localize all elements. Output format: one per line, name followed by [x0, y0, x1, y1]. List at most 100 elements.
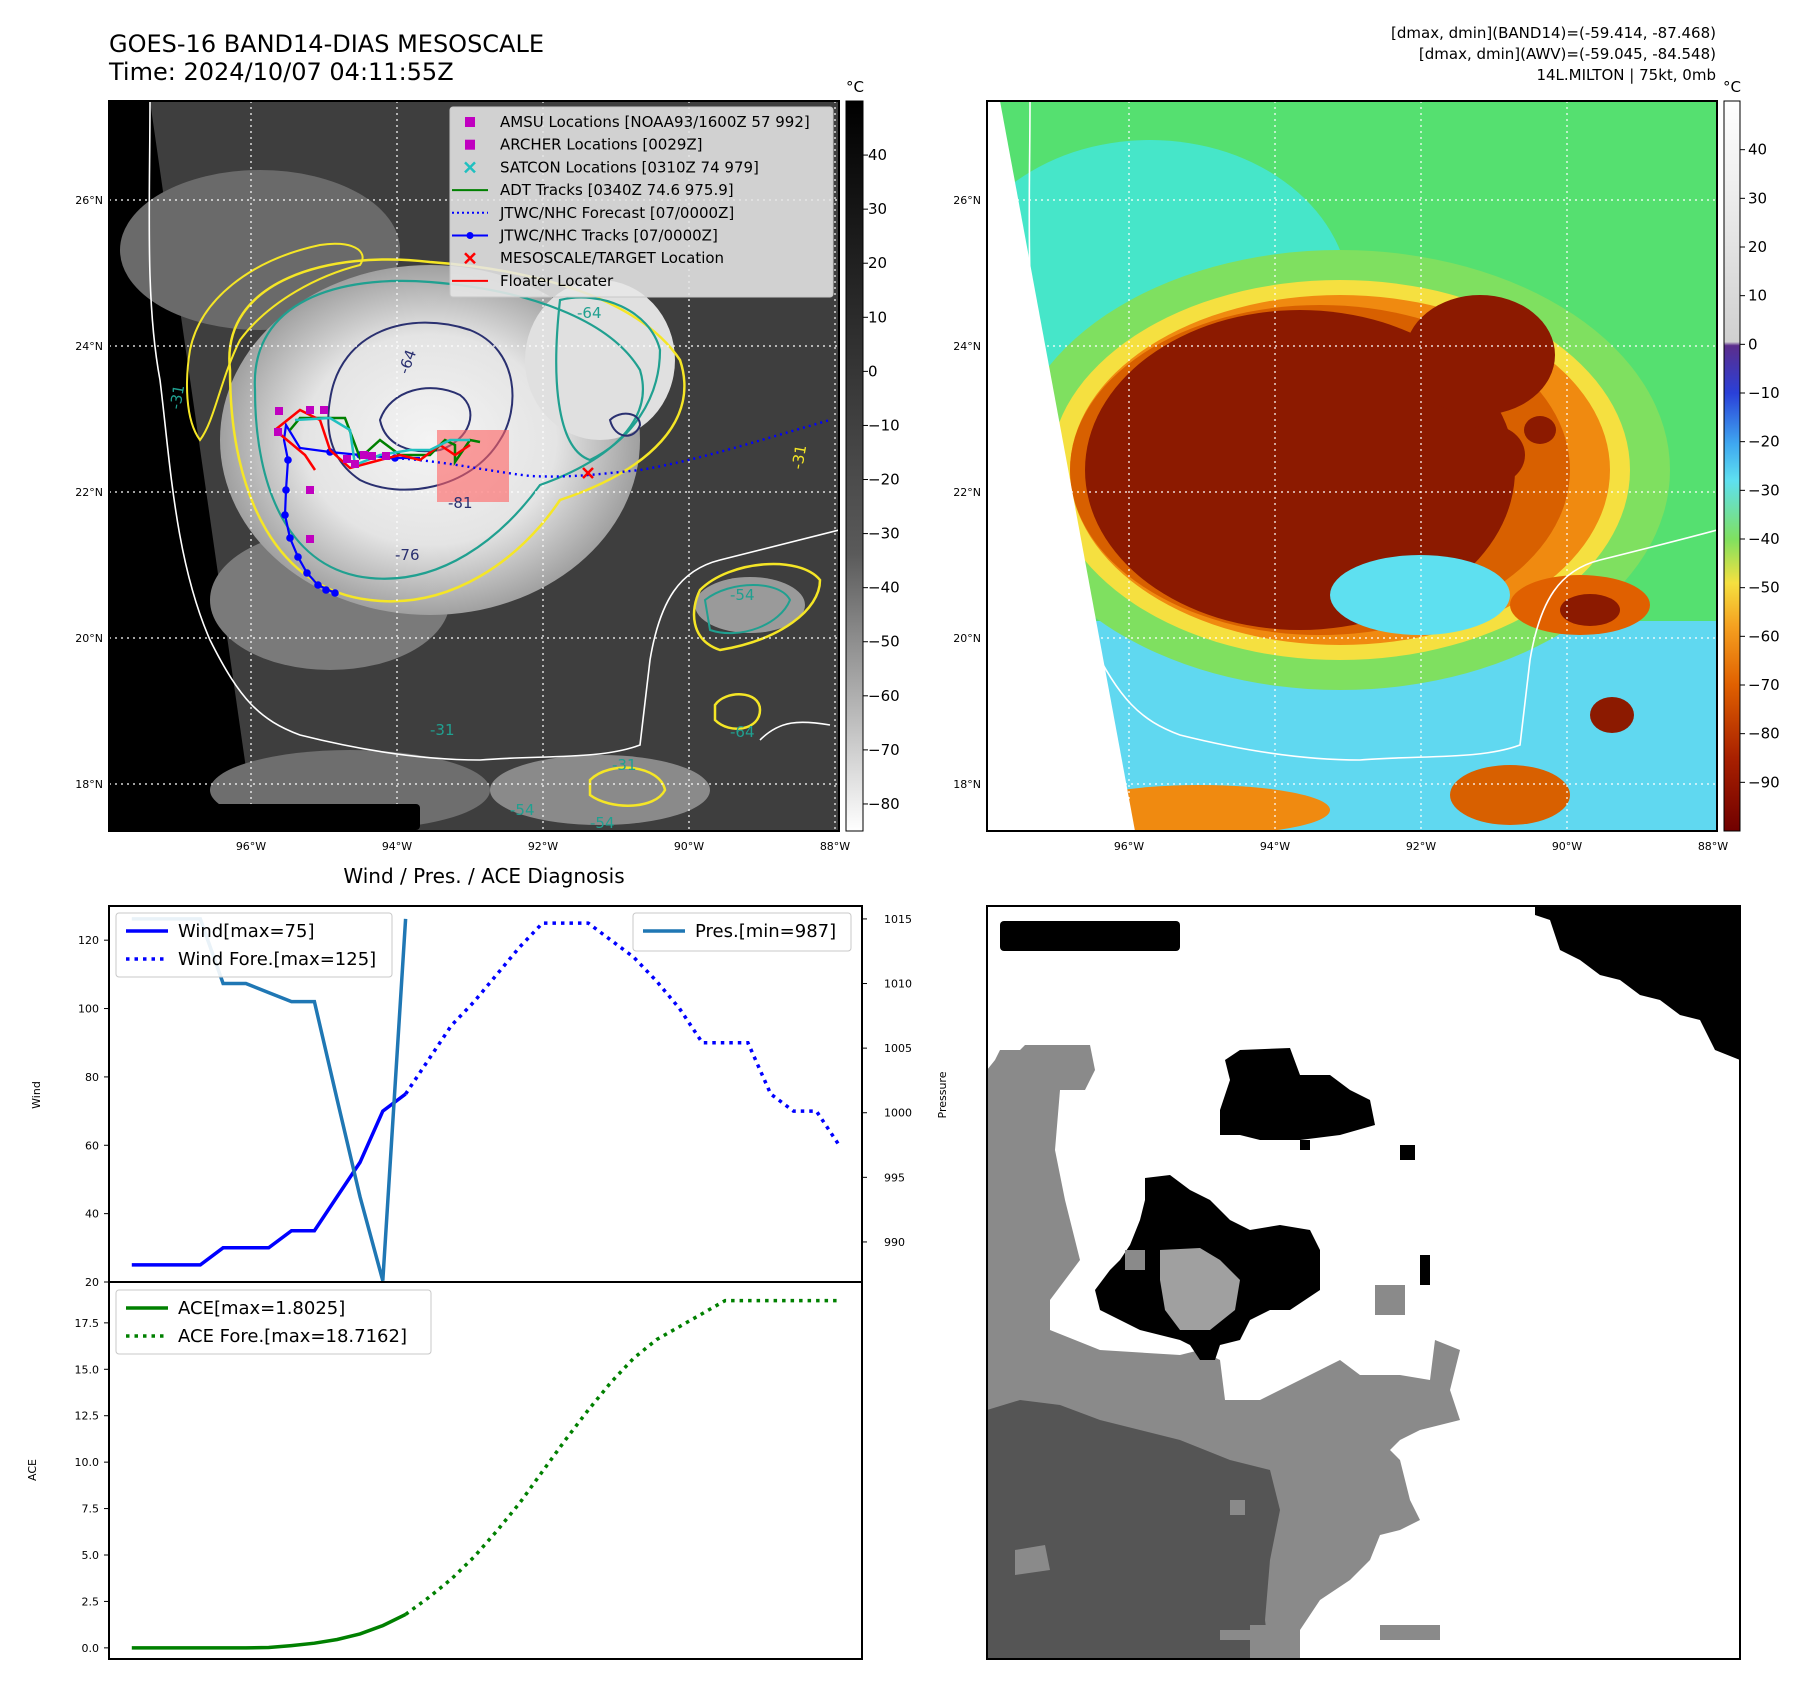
contour-label: -31 [166, 383, 188, 410]
contour-label: -64 [577, 304, 602, 322]
adt-track [289, 416, 481, 467]
amsu-markers [274, 406, 390, 543]
legend-marker [464, 252, 476, 265]
legend-label: MESOSCALE/TARGET Location [500, 249, 724, 267]
series-line [131, 1612, 407, 1650]
chart-title: Wind / Pres. / ACE Diagnosis [343, 864, 624, 888]
y-tick-label: 0.0 [82, 1642, 100, 1655]
contour-label: -81 [448, 494, 473, 512]
series-line [404, 1298, 840, 1616]
contour-label: -31 [612, 756, 637, 774]
colorbar-tick-label: −70 [1748, 676, 1780, 694]
colorbar-tick-label: −40 [1748, 530, 1780, 548]
contour-label: -31 [788, 443, 810, 470]
legend-label: Wind[max=75] [178, 921, 315, 942]
y-right-tick-label: 995 [884, 1171, 905, 1184]
legend-label: AMSU Locations [NOAA93/1600Z 57 992] [500, 113, 810, 131]
legend-label: Pres.[min=987] [695, 921, 836, 942]
lon-tick-label: 90°W [674, 840, 704, 853]
legend-label: ARCHER Locations [0029Z] [500, 136, 703, 154]
ace-chart: 0.0 2.5 5.0 7.5 10.0 12.5 15.0 17.5 ACE[max=1.80… [75, 1281, 863, 1660]
wind-axis-label: Wind [30, 1081, 43, 1109]
legend-entry: SATCON Locations [0310Z 74 979] [464, 158, 759, 176]
colorbar-tick-label: 20 [1748, 238, 1767, 256]
colorbar-tick-label: −10 [1748, 384, 1780, 402]
contour-label: -54 [590, 814, 615, 832]
contour-label: -64 [730, 723, 755, 741]
legend-entry: AMSU Locations [NOAA93/1600Z 57 992] [465, 113, 810, 131]
colorbar-tick-label: −70 [868, 741, 900, 759]
colorbar-tick-label: −60 [1748, 627, 1780, 645]
lon-tick-label: 94°W [382, 840, 412, 853]
colorbar-tick-label: 20 [868, 254, 887, 272]
gray-colorbar: °C 40 30 20 10 0 −10 −20 −30 −40 −50 −60 −70 −80 [845, 78, 900, 832]
pressure-axis-label: Pressure [936, 1071, 949, 1118]
floater-track [274, 408, 471, 470]
y-right-tick-label: 1000 [884, 1107, 912, 1120]
y-tick-label: 40 [85, 1208, 99, 1221]
title-line-1: GOES-16 BAND14-DIAS MESOSCALE [109, 30, 544, 58]
y-right-tick-label: 1005 [884, 1042, 912, 1055]
colorbar-tick-label: −20 [1748, 433, 1780, 451]
lat-tick-label: 18°N [75, 778, 103, 791]
lat-tick-label: 24°N [953, 340, 981, 353]
y-tick-label: 15.0 [75, 1363, 100, 1376]
colorbar-tick-label: 0 [1748, 335, 1758, 353]
lat-tick-label: 24°N [75, 340, 103, 353]
info-line-1: [dmax, dmin](BAND14)=(-59.414, -87.468) [1391, 24, 1716, 42]
y-right-tick-label: 990 [884, 1236, 905, 1249]
legend-label: ACE Fore.[max=18.7162] [178, 1326, 407, 1347]
y-tick-label: 60 [85, 1139, 99, 1152]
legend-entry: JTWC/NHC Forecast [07/0000Z] [452, 204, 734, 222]
svg-text:Copyright © 2020-2024 Dapiya: Copyright © 2020-2024 Dapiya [113, 809, 375, 827]
y-tick-label: 2.5 [82, 1595, 100, 1608]
lon-tick-label: 96°W [1114, 840, 1144, 853]
lon-tick-label: 92°W [528, 840, 558, 853]
colorbar-tick-label: −90 [1748, 773, 1780, 791]
colorbar-tick-label: 30 [1748, 189, 1767, 207]
chart-legend: Pres.[min=987] [632, 912, 852, 952]
colorbar-tick-label: 30 [868, 200, 887, 218]
contour-label: -54 [730, 586, 755, 604]
legend-label: Wind Fore.[max=125] [178, 949, 376, 970]
colorbar-tick-label: −60 [868, 687, 900, 705]
series-line [404, 921, 841, 1147]
legend-entry: JTWC/NHC Tracks [07/0000Z] [452, 227, 718, 245]
info-line-2: [dmax, dmin](AWV)=(-59.045, -84.548) [1419, 45, 1716, 63]
contour-label: -54 [510, 801, 535, 819]
colorbar-tick-label: 10 [868, 308, 887, 326]
plot-frame [108, 1281, 863, 1660]
colorbar-tick-label: −50 [1748, 579, 1780, 597]
colorbar-tick-label: −10 [868, 416, 900, 434]
wmg-count-badge: WMG Count: 0 [1000, 921, 1180, 951]
lat-tick-label: 22°N [75, 486, 103, 499]
legend-label: JTWC/NHC Forecast [07/0000Z] [499, 204, 734, 222]
contour-label: -31 [430, 721, 455, 739]
lat-tick-label: 22°N [953, 486, 981, 499]
y-tick-label: 17.5 [75, 1317, 100, 1330]
ace-axis-label: ACE [26, 1459, 39, 1481]
y-tick-label: 7.5 [82, 1503, 100, 1516]
legend-entry: Floater Locater [452, 272, 614, 290]
lat-tick-label: 20°N [953, 632, 981, 645]
title-line-2: Time: 2024/10/07 04:11:55Z [108, 58, 454, 86]
colorbar-tick-label: 10 [1748, 287, 1767, 305]
lat-tick-label: 20°N [75, 632, 103, 645]
svg-text:WMG Count: 0: WMG Count: 0 [1007, 926, 1160, 948]
wmg-panel [987, 906, 1740, 1659]
y-tick-label: 80 [85, 1071, 99, 1084]
color-colorbar: °C 40 30 20 10 0 −10 −20 −30 −40 −50 −60 −70 −80 −90 [1723, 78, 1780, 832]
wind-pressure-chart: 20 40 60 80 100 120 990 995 1000 1005 1010 1015 Wind… [78, 905, 912, 1289]
legend-entry: ADT Tracks [0340Z 74.6 975.9] [452, 181, 734, 199]
colorbar-tick-label: 40 [868, 146, 887, 164]
copyright-badge: Copyright © 2020-2024 Dapiya [108, 804, 420, 830]
y-tick-label: 20 [85, 1276, 99, 1289]
y-tick-label: 100 [78, 1003, 99, 1016]
colorbar-tick-label: −30 [868, 525, 900, 543]
lon-tick-label: 92°W [1406, 840, 1436, 853]
series-line [131, 1092, 407, 1267]
colorbar-tick-label: −30 [1748, 481, 1780, 499]
lon-tick-label: 94°W [1260, 840, 1290, 853]
colorbar-tick-label: −20 [868, 471, 900, 489]
legend-label: ACE[max=1.8025] [178, 1298, 345, 1319]
